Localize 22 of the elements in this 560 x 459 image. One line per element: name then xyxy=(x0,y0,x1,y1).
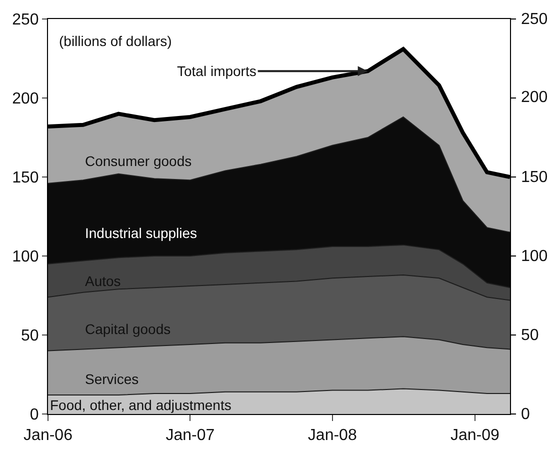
annotation: Total imports xyxy=(177,63,256,79)
series-label: Capital goods xyxy=(85,321,171,337)
series-label: Consumer goods xyxy=(85,153,192,169)
y2-tick-label: 250 xyxy=(521,11,548,28)
y2-tick-label: 100 xyxy=(521,248,548,265)
y2-tick-label: 200 xyxy=(521,89,548,106)
annotation: (billions of dollars) xyxy=(59,33,172,49)
y-tick-label: 0 xyxy=(30,406,39,424)
x-tick-label: Jan-07 xyxy=(166,427,215,444)
y2-tick-label: 150 xyxy=(521,169,548,186)
y-tick-label: 150 xyxy=(12,170,39,187)
x-tick-label: Jan-06 xyxy=(24,427,73,444)
x-tick-label: Jan-08 xyxy=(308,427,357,444)
x-tick-label: Jan-09 xyxy=(450,427,500,444)
y2-tick-label: 0 xyxy=(521,406,530,423)
series-label: Food, other, and adjustments xyxy=(50,397,232,413)
y-tick-label: 100 xyxy=(12,248,39,266)
y-tick-label: 50 xyxy=(21,328,39,345)
series-label: Industrial supplies xyxy=(85,225,198,241)
y2-tick-label: 50 xyxy=(521,327,539,344)
y-tick-label: 200 xyxy=(12,90,39,108)
y-tick-label: 250 xyxy=(12,12,39,29)
